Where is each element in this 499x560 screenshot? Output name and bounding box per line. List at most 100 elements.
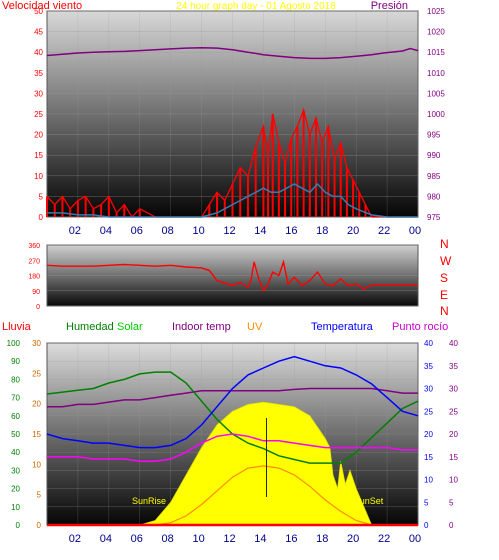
temperature-y-tick: 15 [424, 453, 433, 462]
humidity-y-tick: 60 [11, 412, 20, 421]
climate-x-tick: 04 [100, 533, 112, 545]
direction-label-e: E [440, 288, 448, 302]
climate-x-tick: 20 [347, 533, 359, 545]
wind-speed-line [47, 182, 418, 218]
climate-x-tick: 08 [162, 533, 174, 545]
wind-y-tick: 20 [34, 131, 43, 140]
direction-line [46, 259, 418, 293]
temperature-y-tick: 40 [424, 339, 433, 348]
rain-y-tick: 0 [37, 521, 42, 530]
direction-y-tick: 90 [32, 289, 40, 296]
right-title: Presión [371, 0, 408, 12]
pressure-y-tick: 980 [427, 192, 441, 201]
indoor-temp-line [47, 387, 418, 408]
chart-title: 24 hour graph day - 01 Agosto 2018 [176, 1, 336, 12]
climate-x-tick: 02 [69, 533, 81, 545]
dewpoint-line [47, 433, 418, 463]
wind-y-tick: 15 [34, 151, 43, 160]
humidity-y-tick: 80 [11, 375, 20, 384]
pressure-y-tick: 1020 [427, 28, 445, 37]
humidity-y-tick: 50 [11, 430, 20, 439]
climate-x-tick: 18 [316, 533, 328, 545]
gust-line [46, 107, 418, 219]
dewpoint-y-tick: 0 [449, 521, 454, 530]
climate-x-tick: 06 [131, 533, 143, 545]
pressure-y-tick: 1010 [427, 69, 445, 78]
wind-y-tick: 10 [34, 172, 43, 181]
direction-label-s: S [440, 271, 448, 285]
wind-x-tick: 04 [100, 225, 112, 237]
climate-x-tick: 00 [409, 533, 421, 545]
humidity-y-tick: 10 [11, 503, 20, 512]
dewpoint-y-tick: 35 [449, 362, 458, 371]
wind-y-tick: 40 [34, 48, 43, 57]
rain-y-tick: 20 [32, 400, 41, 409]
uv-line [47, 465, 418, 526]
climate-x-tick: 12 [223, 533, 235, 545]
dewpoint-y-tick: 25 [449, 407, 458, 416]
pressure-y-tick: 1025 [427, 7, 445, 16]
wind-y-tick: 50 [34, 7, 43, 16]
pressure-y-tick: 1005 [427, 89, 445, 98]
wind-x-tick: 00 [409, 225, 421, 237]
rain-y-tick: 25 [32, 369, 41, 378]
humidity-y-tick: 30 [11, 466, 20, 475]
temperature-y-tick: 0 [424, 521, 429, 530]
wind-y-tick: 35 [34, 69, 43, 78]
dewpoint-y-tick: 15 [449, 453, 458, 462]
temperature-y-tick: 35 [424, 362, 433, 371]
wind-y-tick: 25 [34, 110, 43, 119]
direction-label-n-top: N [440, 237, 449, 251]
wind-x-tick: 14 [254, 225, 266, 237]
pressure-line [46, 46, 419, 60]
direction-y-tick: 180 [28, 274, 40, 281]
wind-x-tick: 06 [131, 225, 143, 237]
temperature-y-tick: 10 [424, 476, 433, 485]
humidity-y-tick: 40 [11, 448, 20, 457]
rain-y-tick: 5 [37, 491, 42, 500]
humidity-y-tick: 100 [7, 339, 21, 348]
dewpoint-y-tick: 5 [449, 498, 454, 507]
left-title: Velocidad viento [2, 0, 82, 12]
wind-y-tick: 45 [34, 28, 43, 37]
wind-x-tick: 08 [162, 225, 174, 237]
climate-x-tick: 10 [192, 533, 204, 545]
temperature-line [46, 355, 419, 449]
humidity-y-tick: 90 [11, 357, 20, 366]
wind-x-tick: 10 [192, 225, 204, 237]
humidity-y-tick: 70 [11, 394, 20, 403]
direction-label-n-bottom: N [440, 304, 449, 318]
climate-x-tick: 14 [254, 533, 266, 545]
wind-x-tick: 18 [316, 225, 328, 237]
solar-area [47, 401, 418, 526]
wind-y-tick: 0 [39, 213, 44, 222]
pressure-y-tick: 985 [427, 172, 441, 181]
sunset-label: SunSet [354, 496, 384, 506]
climate-x-tick: 16 [285, 533, 297, 545]
sunrise-label: SunRise [132, 496, 166, 506]
direction-y-tick: 360 [28, 243, 40, 250]
direction-y-tick: 270 [28, 258, 40, 265]
wind-y-tick: 30 [34, 89, 43, 98]
pressure-y-tick: 990 [427, 151, 441, 160]
direction-label-w: W [440, 254, 452, 268]
rain-y-tick: 30 [32, 339, 41, 348]
temperature-y-tick: 30 [424, 385, 433, 394]
legend-indoor-temp: Indoor temp [172, 321, 231, 333]
temperature-y-tick: 5 [424, 498, 429, 507]
pressure-y-tick: 975 [427, 213, 441, 222]
humidity-y-tick: 20 [11, 485, 20, 494]
dewpoint-y-tick: 20 [449, 430, 458, 439]
legend-temperatura: Temperatura [311, 321, 374, 333]
wind-x-tick: 22 [378, 225, 390, 237]
legend-humedad: Humedad [66, 321, 114, 333]
wind-x-tick: 20 [347, 225, 359, 237]
chart-marks: 0510152025303540455097598098599099510001… [7, 7, 459, 545]
pressure-y-tick: 995 [427, 131, 441, 140]
legend-uv: UV [247, 321, 263, 333]
rain-y-tick: 15 [32, 430, 41, 439]
temperature-y-tick: 25 [424, 407, 433, 416]
wind-y-tick: 5 [39, 192, 44, 201]
pressure-y-tick: 1015 [427, 48, 445, 57]
